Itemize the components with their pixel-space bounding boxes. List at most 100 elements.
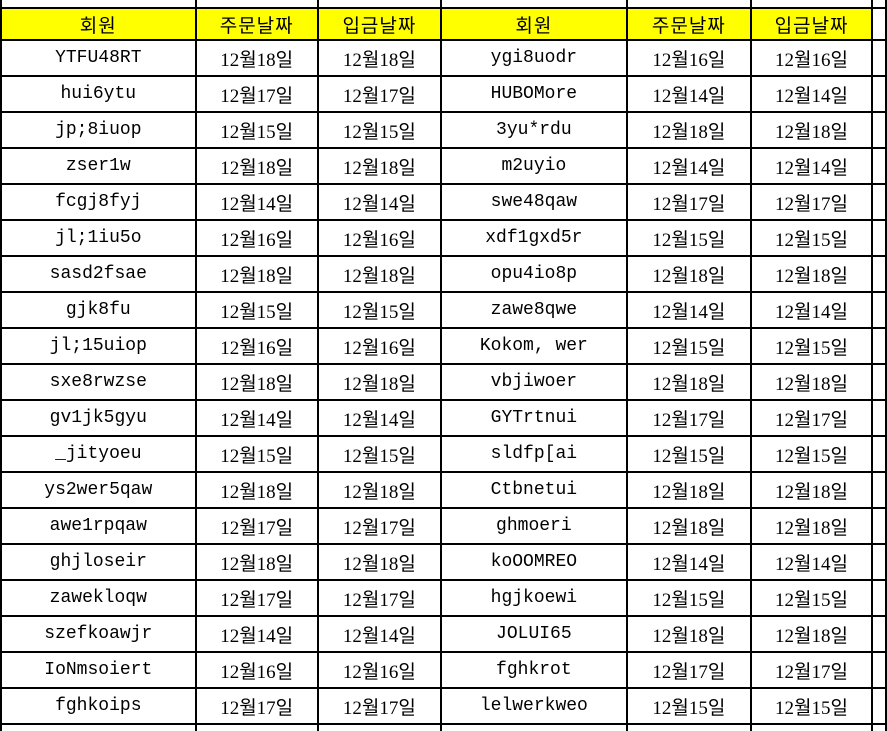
header-deposit-date-right[interactable]: 입금날짜 [749, 7, 874, 41]
empty-cell[interactable] [194, 723, 319, 731]
order-date-cell-left[interactable]: 12월18일 [194, 543, 319, 581]
member-cell-right[interactable]: xdf1gxd5r [440, 219, 628, 257]
deposit-date-cell-left[interactable]: 12월16일 [316, 327, 443, 365]
order-date-cell-left[interactable]: 12월15일 [194, 291, 319, 329]
order-date-cell-left[interactable]: 12월17일 [194, 579, 319, 617]
member-cell-left[interactable]: szefkoawjr [0, 615, 197, 653]
member-cell-right[interactable]: JOLUI65 [440, 615, 628, 653]
deposit-date-cell-right[interactable]: 12월18일 [749, 471, 874, 509]
deposit-date-cell-right[interactable]: 12월14일 [749, 75, 874, 113]
order-date-cell-right[interactable]: 12월14일 [625, 543, 752, 581]
empty-cell[interactable] [871, 579, 887, 617]
empty-cell[interactable] [871, 75, 887, 113]
member-cell-right[interactable]: ghmoeri [440, 507, 628, 545]
member-cell-left[interactable]: _jityoeu [0, 435, 197, 473]
member-cell-left[interactable]: jl;15uiop [0, 327, 197, 365]
deposit-date-cell-left[interactable]: 12월18일 [316, 471, 443, 509]
member-cell-left[interactable]: ys2wer5qaw [0, 471, 197, 509]
order-date-cell-right[interactable]: 12월15일 [625, 579, 752, 617]
member-cell-left[interactable]: YTFU48RT [0, 39, 197, 77]
order-date-cell-right[interactable]: 12월18일 [625, 255, 752, 293]
member-cell-left[interactable]: hui6ytu [0, 75, 197, 113]
order-date-cell-left[interactable]: 12월18일 [194, 39, 319, 77]
deposit-date-cell-left[interactable]: 12월14일 [316, 615, 443, 653]
empty-cell[interactable] [871, 399, 887, 437]
order-date-cell-left[interactable]: 12월18일 [194, 147, 319, 185]
empty-cell[interactable] [871, 543, 887, 581]
deposit-date-cell-left[interactable]: 12월15일 [316, 291, 443, 329]
empty-cell[interactable] [871, 615, 887, 653]
order-date-cell-right[interactable]: 12월18일 [625, 471, 752, 509]
order-date-cell-right[interactable]: 12월14일 [625, 291, 752, 329]
order-date-cell-left[interactable]: 12월15일 [194, 111, 319, 149]
order-date-cell-right[interactable]: 12월18일 [625, 507, 752, 545]
member-cell-right[interactable]: GYTrtnui [440, 399, 628, 437]
deposit-date-cell-right[interactable]: 12월14일 [749, 291, 874, 329]
order-date-cell-left[interactable]: 12월14일 [194, 183, 319, 221]
member-cell-right[interactable]: swe48qaw [440, 183, 628, 221]
deposit-date-cell-left[interactable]: 12월18일 [316, 39, 443, 77]
deposit-date-cell-left[interactable]: 12월16일 [316, 219, 443, 257]
empty-cell[interactable] [871, 147, 887, 185]
deposit-date-cell-left[interactable]: 12월14일 [316, 399, 443, 437]
deposit-date-cell-left[interactable]: 12월17일 [316, 579, 443, 617]
empty-cell[interactable] [871, 0, 887, 9]
deposit-date-cell-right[interactable]: 12월17일 [749, 399, 874, 437]
deposit-date-cell-left[interactable]: 12월15일 [316, 111, 443, 149]
deposit-date-cell-left[interactable]: 12월14일 [316, 183, 443, 221]
member-cell-left[interactable]: awe1rpqaw [0, 507, 197, 545]
member-cell-right[interactable]: Ctbnetui [440, 471, 628, 509]
deposit-date-cell-right[interactable]: 12월17일 [749, 651, 874, 689]
member-cell-left[interactable]: gv1jk5gyu [0, 399, 197, 437]
member-cell-left[interactable]: IoNmsoiert [0, 651, 197, 689]
empty-header-cell[interactable] [871, 7, 887, 41]
order-date-cell-left[interactable]: 12월18일 [194, 471, 319, 509]
empty-cell[interactable] [871, 219, 887, 257]
order-date-cell-left[interactable]: 12월16일 [194, 651, 319, 689]
member-cell-right[interactable]: HUBOMore [440, 75, 628, 113]
order-date-cell-left[interactable]: 12월18일 [194, 363, 319, 401]
order-date-cell-right[interactable]: 12월15일 [625, 219, 752, 257]
order-date-cell-left[interactable]: 12월17일 [194, 507, 319, 545]
deposit-date-cell-right[interactable]: 12월18일 [749, 363, 874, 401]
member-cell-right[interactable]: fghkrot [440, 651, 628, 689]
empty-cell[interactable] [871, 291, 887, 329]
header-order-date-left[interactable]: 주문날짜 [194, 7, 319, 41]
order-date-cell-left[interactable]: 12월15일 [194, 435, 319, 473]
empty-cell[interactable] [0, 0, 197, 9]
member-cell-left[interactable]: gjk8fu [0, 291, 197, 329]
deposit-date-cell-right[interactable]: 12월14일 [749, 543, 874, 581]
deposit-date-cell-left[interactable]: 12월18일 [316, 363, 443, 401]
order-date-cell-left[interactable]: 12월16일 [194, 327, 319, 365]
member-cell-right[interactable]: hgjkoewi [440, 579, 628, 617]
order-date-cell-right[interactable]: 12월17일 [625, 399, 752, 437]
header-order-date-right[interactable]: 주문날짜 [625, 7, 752, 41]
order-date-cell-right[interactable]: 12월15일 [625, 687, 752, 725]
member-cell-left[interactable]: zawekloqw [0, 579, 197, 617]
member-cell-left[interactable]: fghkoips [0, 687, 197, 725]
member-cell-right[interactable]: m2uyio [440, 147, 628, 185]
empty-cell[interactable] [0, 723, 197, 731]
deposit-date-cell-right[interactable]: 12월17일 [749, 183, 874, 221]
deposit-date-cell-right[interactable]: 12월15일 [749, 435, 874, 473]
deposit-date-cell-right[interactable]: 12월15일 [749, 579, 874, 617]
empty-cell[interactable] [194, 0, 319, 9]
deposit-date-cell-left[interactable]: 12월16일 [316, 651, 443, 689]
empty-cell[interactable] [871, 687, 887, 725]
empty-cell[interactable] [871, 471, 887, 509]
order-date-cell-right[interactable]: 12월15일 [625, 327, 752, 365]
order-date-cell-right[interactable]: 12월17일 [625, 183, 752, 221]
member-cell-right[interactable]: vbjiwoer [440, 363, 628, 401]
member-cell-left[interactable]: fcgj8fyj [0, 183, 197, 221]
empty-cell[interactable] [871, 327, 887, 365]
deposit-date-cell-right[interactable]: 12월18일 [749, 507, 874, 545]
deposit-date-cell-left[interactable]: 12월17일 [316, 507, 443, 545]
member-cell-right[interactable]: koOOMREO [440, 543, 628, 581]
member-cell-left[interactable]: jp;8iuop [0, 111, 197, 149]
order-date-cell-right[interactable]: 12월18일 [625, 363, 752, 401]
order-date-cell-left[interactable]: 12월18일 [194, 255, 319, 293]
empty-cell[interactable] [316, 723, 443, 731]
deposit-date-cell-left[interactable]: 12월15일 [316, 435, 443, 473]
deposit-date-cell-left[interactable]: 12월17일 [316, 75, 443, 113]
empty-cell[interactable] [440, 723, 628, 731]
